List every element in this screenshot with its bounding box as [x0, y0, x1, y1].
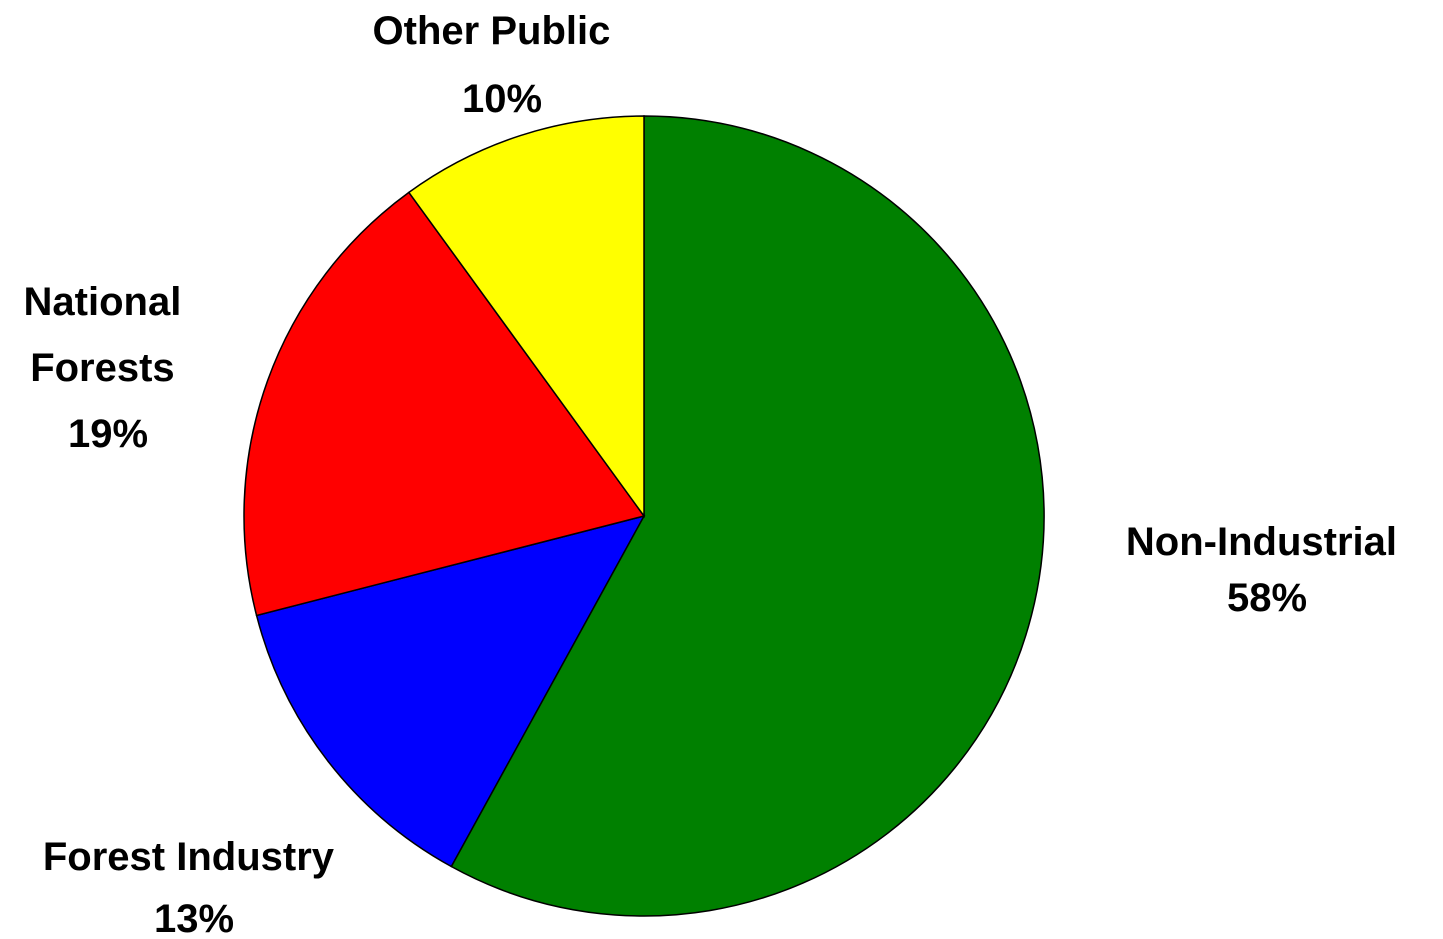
pie-slice-national-forests [243, 191, 646, 617]
slice-label-other-public-name: Other Public [373, 9, 611, 53]
pie-slices [243, 115, 1045, 917]
slice-label-non-industrial: Non-Industrial 58% [1126, 520, 1408, 620]
slice-label-forest-industry-percent: 13% [154, 897, 234, 939]
slice-label-national-forests-line1: National [24, 280, 182, 324]
slice-label-national-forests-line2: Forests [30, 346, 175, 390]
slice-label-national-forests: National Forests 19% [24, 280, 193, 456]
slice-label-national-forests-percent: 19% [68, 412, 148, 456]
slice-label-forest-industry-name: Forest Industry [43, 835, 335, 879]
slice-label-non-industrial-percent: 58% [1227, 576, 1307, 620]
slice-label-other-public-percent: 10% [462, 77, 542, 121]
slice-label-other-public: Other Public 10% [373, 9, 622, 121]
slice-label-forest-industry: Forest Industry 13% [43, 835, 345, 939]
pie-slice-other-public [407, 115, 645, 519]
pie-slice-forest-industry [255, 514, 646, 868]
slice-label-non-industrial-name: Non-Industrial [1126, 520, 1397, 564]
pie-slice-non-industrial [450, 115, 1045, 917]
